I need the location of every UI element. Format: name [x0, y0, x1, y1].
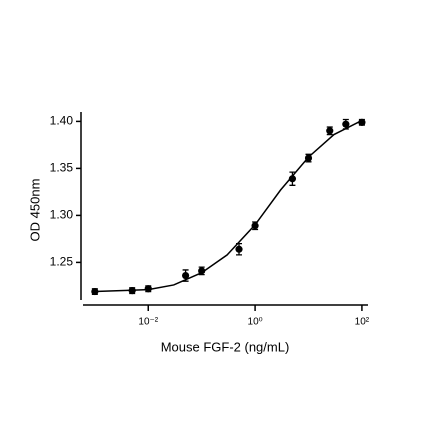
data-point: [198, 267, 206, 275]
data-point: [342, 120, 350, 128]
data-point: [91, 287, 99, 296]
data-point: [326, 127, 334, 135]
data-point: [128, 287, 136, 295]
y-tick-label: 1.25: [50, 255, 74, 269]
data-point: [251, 222, 259, 230]
y-axis-title: OD 450nm: [27, 179, 42, 242]
data-point: [288, 175, 297, 183]
data-point: [235, 245, 243, 253]
data-point: [144, 285, 152, 293]
data-point: [181, 271, 190, 280]
y-tick-label: 1.30: [50, 208, 74, 222]
x-tick-label: 10⁰: [248, 317, 263, 328]
data-point: [358, 118, 366, 126]
x-tick-label: 10⁻²: [138, 317, 158, 328]
x-axis-title: Mouse FGF-2 (ng/mL): [161, 339, 290, 354]
x-tick-label: 10²: [355, 317, 370, 328]
data-point: [304, 154, 313, 162]
y-tick-label: 1.40: [50, 114, 74, 128]
y-tick-label: 1.35: [50, 161, 74, 175]
fit-curve: [94, 119, 363, 293]
